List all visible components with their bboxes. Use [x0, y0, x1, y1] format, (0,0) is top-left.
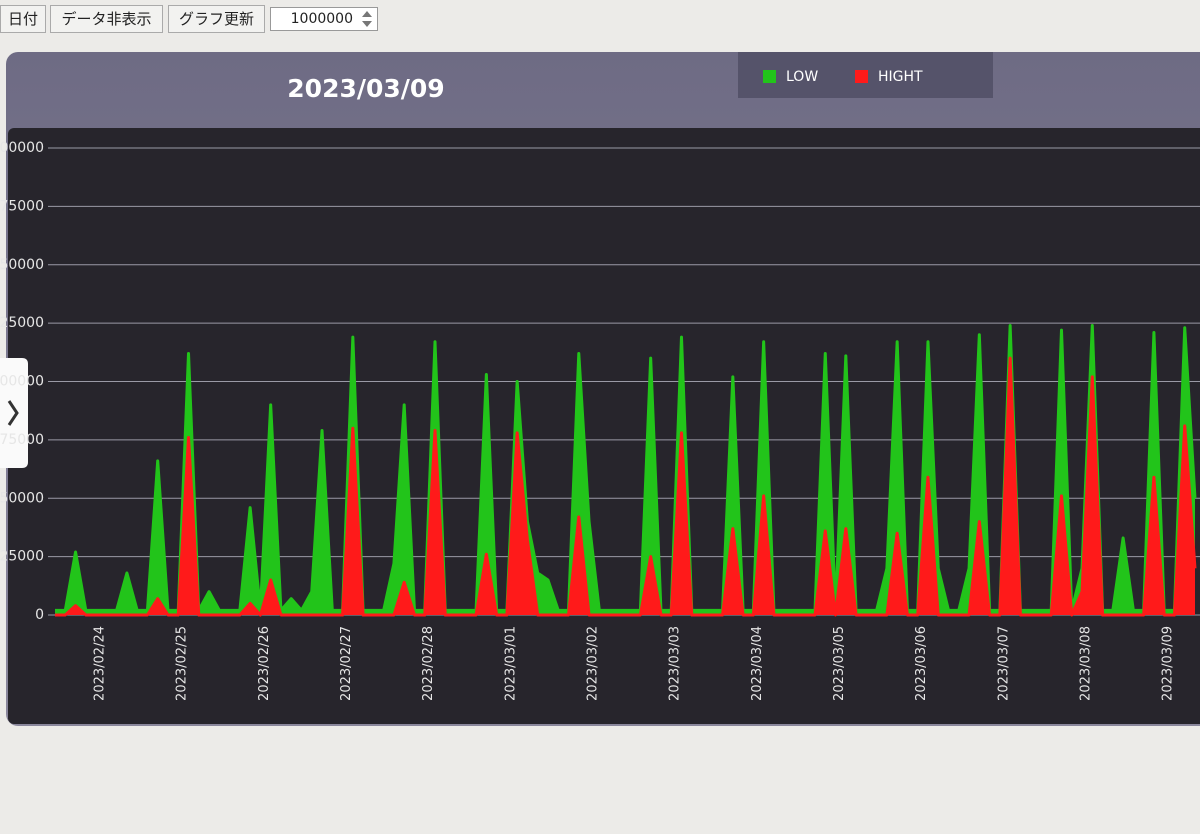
area-line [55, 356, 1197, 617]
chevron-icon[interactable] [7, 400, 19, 426]
chart-title: 2023/03/09 [287, 74, 444, 103]
date-button[interactable]: 日付 [0, 5, 46, 33]
y-tick-label: 100000 [0, 374, 44, 390]
y-tick-label: 175000 [0, 198, 44, 214]
x-tick-label: 2023/03/09 [1161, 626, 1176, 701]
x-tick-label: 2023/02/24 [93, 626, 108, 701]
x-tick-label: 2023/03/02 [586, 626, 601, 701]
update-graph-button[interactable]: グラフ更新 [168, 5, 265, 33]
x-tick-label: 2023/02/25 [175, 626, 190, 701]
x-tick-label: 2023/02/26 [257, 626, 272, 701]
number-input[interactable]: 1000000 [270, 7, 378, 31]
legend-swatch [855, 70, 868, 83]
y-tick-label: 0 [35, 607, 44, 623]
legend-label: LOW [786, 69, 818, 85]
x-tick-label: 2023/03/01 [503, 626, 518, 701]
x-tick-label: 2023/02/27 [339, 626, 354, 701]
y-tick-label: 125000 [0, 315, 44, 331]
hide-data-button[interactable]: データ非表示 [50, 5, 163, 33]
sidebar-tab[interactable] [0, 358, 28, 468]
x-tick-label: 2023/03/04 [750, 626, 765, 701]
x-tick-label: 2023/02/28 [421, 626, 436, 701]
x-tick-label: 2023/03/08 [1079, 626, 1094, 701]
y-tick-label: 150000 [0, 257, 44, 273]
y-tick-label: 50000 [0, 490, 44, 506]
x-tick-label: 2023/03/05 [832, 626, 847, 701]
spinner-arrows[interactable] [362, 11, 372, 27]
spinner[interactable] [358, 8, 376, 30]
x-tick-label: 2023/03/06 [914, 626, 929, 701]
x-tick-label: 2023/03/03 [668, 626, 683, 701]
y-tick-label: 200000 [0, 140, 44, 156]
y-tick-label: 75000 [0, 432, 44, 448]
y-tick-label: 25000 [0, 549, 44, 565]
legend-label: HIGHT [878, 69, 923, 85]
legend-swatch [763, 70, 776, 83]
x-tick-label: 2023/03/07 [996, 626, 1011, 701]
